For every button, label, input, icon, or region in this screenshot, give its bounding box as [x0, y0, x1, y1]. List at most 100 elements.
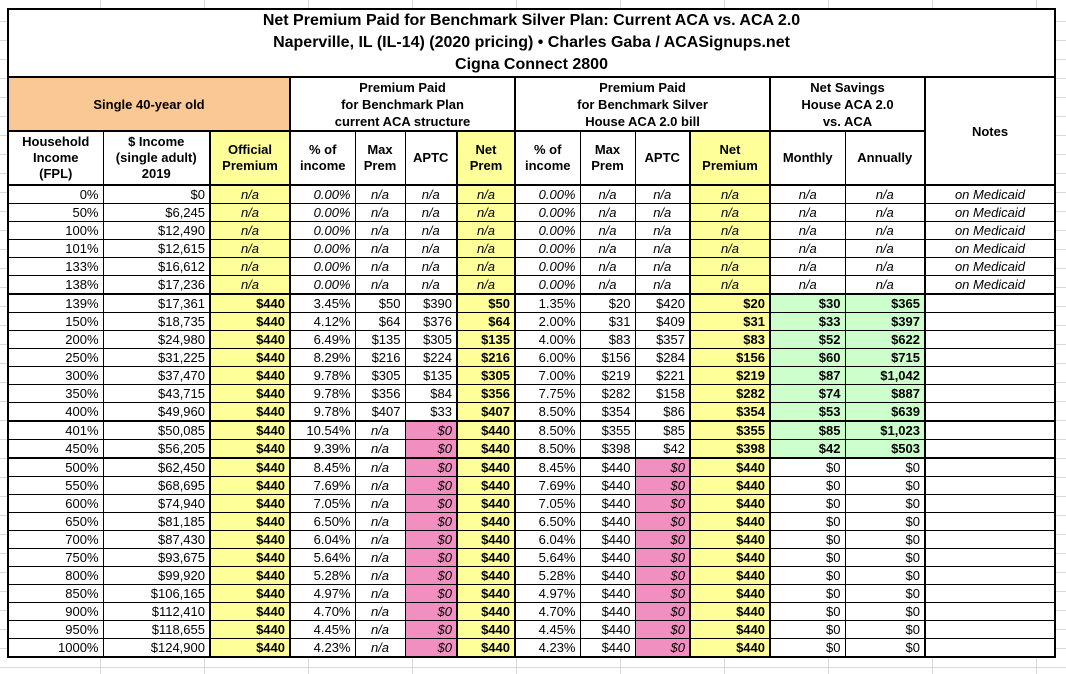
col-header-aca-pct-income: % of income [289, 130, 356, 186]
cell-official-premium: $440 [209, 293, 291, 313]
cell-aca20-pct-income: 2.00% [514, 312, 581, 331]
table-row: 650% $81,185 $440 6.50% n/a $0 $440 6.50% $440 $0… [7, 512, 1056, 531]
cell-savings-monthly: $53 [769, 402, 846, 422]
table-row: 400% $49,960 $440 9.78% $407 $33 $407 8.50% $354… [7, 402, 1056, 422]
group-header-net-savings: Net Savings House ACA 2.0 vs. ACA [769, 76, 926, 132]
cell-official-premium: $440 [209, 457, 291, 477]
cell-aca-pct-income: 6.04% [289, 530, 356, 549]
cell-fpl: 300% [7, 366, 104, 385]
cell-aca20-net-premium: $83 [689, 330, 771, 349]
table-row: 300% $37,470 $440 9.78% $305 $135 $305 7.00% $21… [7, 366, 1056, 385]
cell-notes: on Medicaid [924, 184, 1056, 204]
cell-income: $118,655 [102, 620, 211, 639]
cell-aca-pct-income: 7.69% [289, 476, 356, 495]
cell-aca-max-prem: $407 [354, 402, 406, 422]
cell-fpl: 850% [7, 584, 104, 603]
cell-aca-aptc: $305 [404, 330, 458, 349]
cell-aca20-aptc: $0 [634, 566, 691, 585]
cell-savings-annually: $0 [844, 566, 926, 585]
cell-savings-monthly: $60 [769, 348, 846, 367]
table-row: 138% $17,236 n/a 0.00% n/a n/a n/a 0.00% n/a n/a n… [7, 275, 1056, 295]
cell-notes: on Medicaid [924, 239, 1056, 258]
cell-fpl: 0% [7, 184, 104, 204]
cell-savings-annually: $0 [844, 548, 926, 567]
cell-aca-aptc: $224 [404, 348, 458, 367]
group-header-current-aca: Premium Paid for Benchmark Plan current … [289, 76, 516, 132]
cell-fpl: 900% [7, 602, 104, 621]
cell-fpl: 800% [7, 566, 104, 585]
cell-aca20-aptc: $420 [634, 293, 691, 313]
cell-income: $124,900 [102, 638, 211, 658]
cell-savings-annually: $0 [844, 494, 926, 513]
cell-aca20-aptc: $0 [634, 530, 691, 549]
cell-aca-aptc: n/a [404, 239, 458, 258]
cell-aca-net-prem: $440 [456, 476, 516, 495]
cell-aca20-max-prem: $219 [579, 366, 636, 385]
cell-income: $81,185 [102, 512, 211, 531]
cell-notes [924, 293, 1056, 313]
cell-official-premium: $440 [209, 384, 291, 403]
cell-aca20-max-prem: $440 [579, 548, 636, 567]
cell-income: $68,695 [102, 476, 211, 495]
cell-aca20-max-prem: $156 [579, 348, 636, 367]
cell-fpl: 138% [7, 275, 104, 295]
cell-notes [924, 457, 1056, 477]
cell-savings-monthly: $0 [769, 548, 846, 567]
cell-fpl: 250% [7, 348, 104, 367]
cell-aca-aptc: n/a [404, 184, 458, 204]
cell-aca20-max-prem: n/a [579, 257, 636, 276]
col-header-aca20-pct-income: % of income [514, 130, 581, 186]
cell-aca20-net-premium: $440 [689, 548, 771, 567]
cell-aca-pct-income: 10.54% [289, 420, 356, 440]
table-row: 550% $68,695 $440 7.69% n/a $0 $440 7.69% $440 $0… [7, 476, 1056, 495]
table-row: 600% $74,940 $440 7.05% n/a $0 $440 7.05% $440 $0… [7, 494, 1056, 513]
cell-aca20-net-premium: $440 [689, 512, 771, 531]
title-line: Cigna Connect 2800 [455, 56, 608, 73]
cell-savings-monthly: n/a [769, 184, 846, 204]
cell-aca20-aptc: $0 [634, 457, 691, 477]
cell-aca20-max-prem: $31 [579, 312, 636, 331]
table-title: Net Premium Paid for Benchmark Silver Pl… [7, 8, 1056, 78]
cell-aca-aptc: n/a [404, 203, 458, 222]
cell-savings-annually: $365 [844, 293, 926, 313]
cell-notes [924, 494, 1056, 513]
cell-aca20-net-premium: n/a [689, 203, 771, 222]
cell-aca20-aptc: $0 [634, 584, 691, 603]
table-row: 401% $50,085 $440 10.54% n/a $0 $440 8.50% $355 $… [7, 420, 1056, 440]
cell-income: $16,612 [102, 257, 211, 276]
cell-aca-aptc: $0 [404, 476, 458, 495]
cell-savings-monthly: $33 [769, 312, 846, 331]
cell-aca-net-prem: $440 [456, 494, 516, 513]
table-row: 101% $12,615 n/a 0.00% n/a n/a n/a 0.00% n/a n/a n… [7, 239, 1056, 258]
cell-savings-annually: n/a [844, 275, 926, 295]
cell-aca20-pct-income: 4.23% [514, 638, 581, 658]
cell-aca-max-prem: n/a [354, 184, 406, 204]
col-header-aca20-net-premium: Net Premium [689, 130, 771, 186]
cell-aca20-pct-income: 6.50% [514, 512, 581, 531]
table-row: 500% $62,450 $440 8.45% n/a $0 $440 8.45% $440 $0… [7, 457, 1056, 477]
cell-aca-pct-income: 3.45% [289, 293, 356, 313]
table-row: 700% $87,430 $440 6.04% n/a $0 $440 6.04% $440 $0… [7, 530, 1056, 549]
cell-aca20-aptc: $86 [634, 402, 691, 422]
cell-aca-net-prem: $440 [456, 602, 516, 621]
cell-aca20-pct-income: 6.04% [514, 530, 581, 549]
cell-official-premium: $440 [209, 439, 291, 459]
cell-aca20-net-premium: $219 [689, 366, 771, 385]
cell-aca-aptc: $390 [404, 293, 458, 313]
table-row: 450% $56,205 $440 9.39% n/a $0 $440 8.50% $398 $4… [7, 439, 1056, 459]
cell-aca-net-prem: $440 [456, 530, 516, 549]
cell-aca20-aptc: $42 [634, 439, 691, 459]
cell-aca20-net-premium: $398 [689, 439, 771, 459]
cell-aca20-net-premium: n/a [689, 221, 771, 240]
col-header-income: $ Income (single adult) 2019 [102, 130, 211, 186]
cell-aca20-max-prem: $440 [579, 620, 636, 639]
cell-aca20-net-premium: $156 [689, 348, 771, 367]
table-row: 50% $6,245 n/a 0.00% n/a n/a n/a 0.00% n/a n/a n/a… [7, 203, 1056, 222]
cell-fpl: 50% [7, 203, 104, 222]
cell-income: $6,245 [102, 203, 211, 222]
cell-aca20-max-prem: $440 [579, 566, 636, 585]
cell-official-premium: n/a [209, 239, 291, 258]
cell-notes [924, 476, 1056, 495]
cell-aca-net-prem: n/a [456, 221, 516, 240]
cell-savings-annually: $397 [844, 312, 926, 331]
